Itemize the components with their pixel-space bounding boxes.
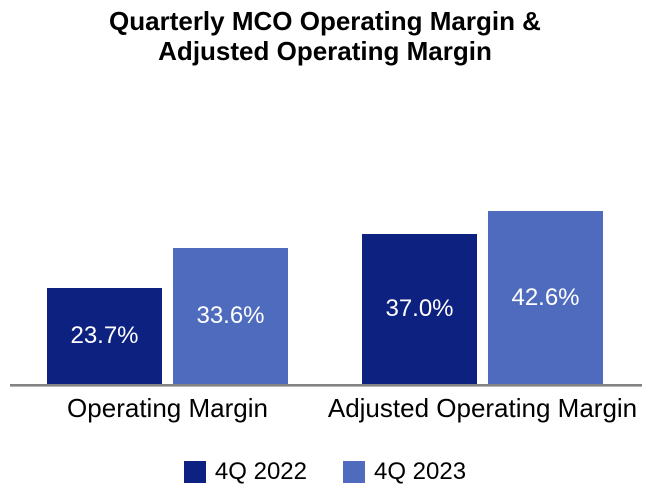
legend-label: 4Q 2023 — [374, 458, 467, 485]
chart-title-line2: Adjusted Operating Margin — [158, 36, 492, 66]
category-label-operating-margin: Operating Margin — [67, 393, 268, 423]
bar-operating-margin-4q-2022: 23.7% — [47, 288, 162, 384]
category-label-adjusted-operating-margin: Adjusted Operating Margin — [327, 393, 638, 423]
chart-title-line1: Quarterly MCO Operating Margin & — [109, 6, 541, 36]
chart-title: Quarterly MCO Operating Margin & Adjuste… — [0, 6, 650, 66]
bar-adjusted-operating-margin-4q-2022: 37.0% — [362, 234, 477, 384]
bar-value-label: 37.0% — [385, 295, 454, 322]
legend-item-4q-2022: 4Q 2022 — [183, 458, 307, 486]
legend-label: 4Q 2022 — [214, 458, 307, 485]
bar-value-label: 42.6% — [511, 283, 580, 311]
bar-value-label: 23.7% — [70, 322, 139, 349]
bar-adjusted-operating-margin-4q-2023: 42.6% — [488, 211, 603, 384]
legend: 4Q 2022 4Q 2023 — [0, 458, 650, 486]
legend-swatch-4q-2022 — [183, 461, 206, 483]
bar-value-label: 33.6% — [196, 302, 265, 329]
legend-swatch-4q-2023 — [343, 461, 365, 483]
bar-operating-margin-4q-2023: 33.6% — [173, 248, 288, 384]
x-axis-line — [10, 384, 642, 387]
legend-item-4q-2023: 4Q 2023 — [343, 458, 466, 486]
